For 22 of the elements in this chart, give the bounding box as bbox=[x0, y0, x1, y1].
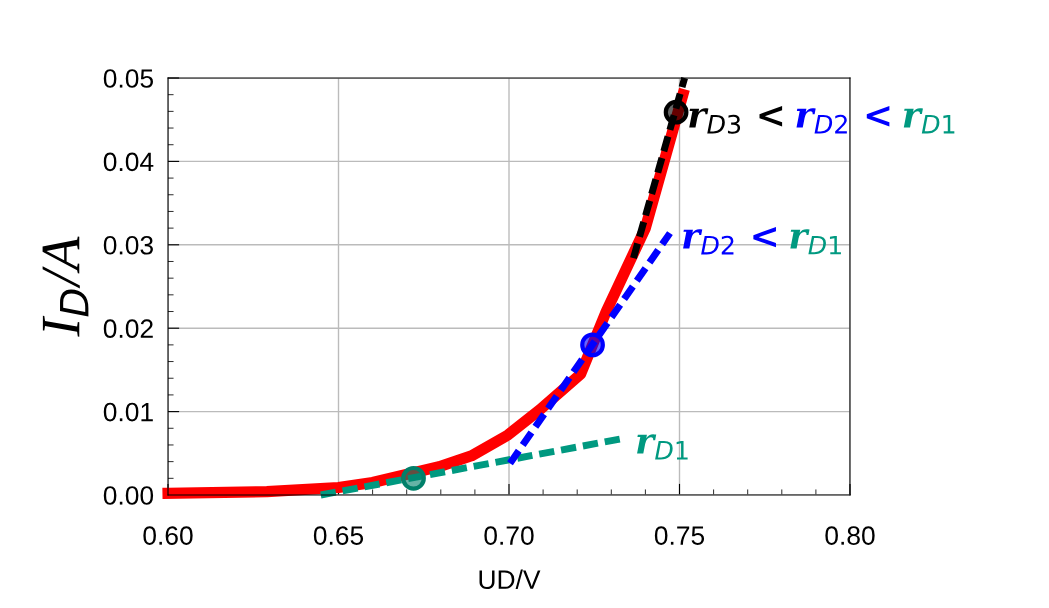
point bbox=[663, 99, 689, 125]
y-tick-label: 0.03 bbox=[103, 235, 153, 255]
annotation: r$_{D2}$ < bbox=[796, 106, 890, 134]
annotation: r$_{D1}$ bbox=[790, 229, 841, 255]
point bbox=[401, 465, 426, 491]
x-tick-label: 0.80 bbox=[825, 526, 875, 545]
point bbox=[580, 332, 605, 358]
annotation: r$_{D3}$ < bbox=[689, 106, 783, 134]
y-tick-label: 0.04 bbox=[103, 152, 154, 172]
text: r$_{D1}$ bbox=[903, 108, 955, 134]
x-tick-label: 0.60 bbox=[143, 526, 193, 545]
y-tick-label: 0.00 bbox=[103, 486, 154, 505]
y-tick-label: 0.02 bbox=[103, 319, 153, 339]
y-axis-title: I$_{D}$/A bbox=[42, 236, 89, 337]
x-tick-label: 0.65 bbox=[313, 526, 364, 545]
y-tick-label: 0.05 bbox=[103, 69, 154, 88]
annotation: r$_{D1}$ bbox=[637, 434, 688, 460]
x-tick-label: 0.70 bbox=[484, 526, 534, 545]
y-tick-label: 0.01 bbox=[103, 402, 153, 422]
annotation: r$_{D2}$ < bbox=[683, 226, 776, 255]
x-tick-label: 0.75 bbox=[654, 526, 705, 545]
x-axis-title: UD/V bbox=[479, 569, 541, 589]
